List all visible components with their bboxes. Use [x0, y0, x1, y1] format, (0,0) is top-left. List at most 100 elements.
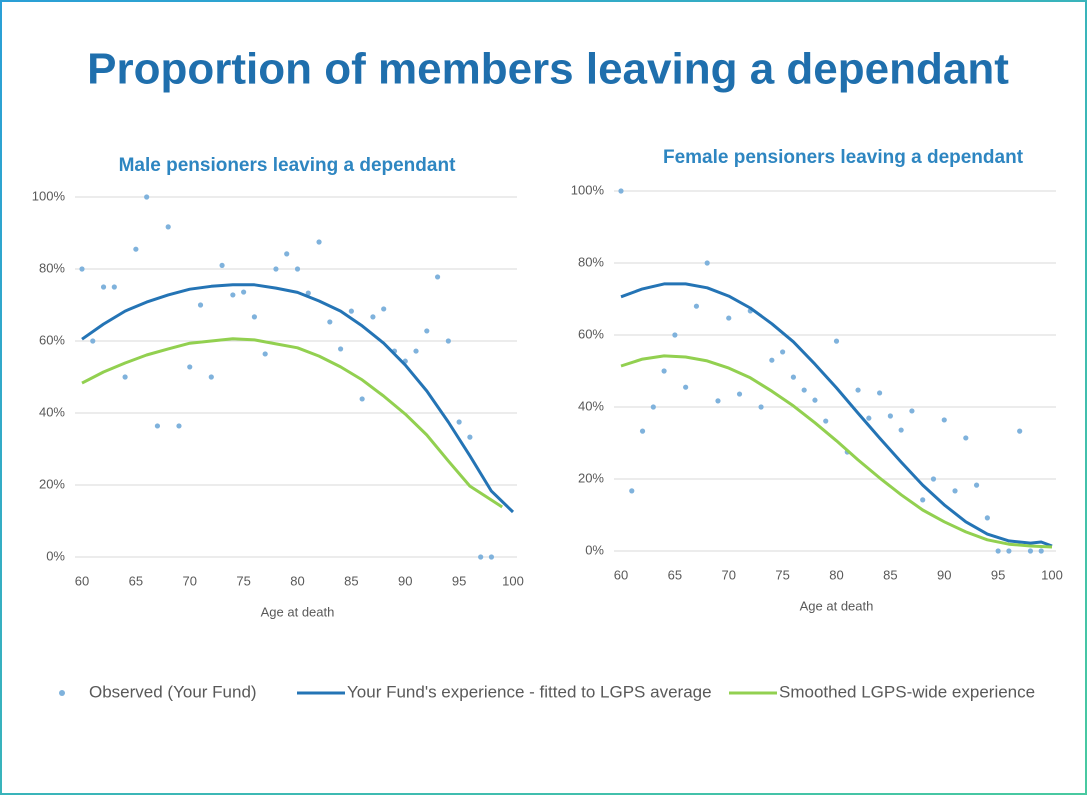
fitted-line [620, 354, 1053, 549]
x-tick-label: 70 [183, 573, 197, 588]
y-tick-label: 40% [578, 398, 604, 413]
y-tick-label: 80% [578, 254, 604, 269]
observed-point [424, 328, 430, 334]
x-tick-label: 65 [668, 567, 682, 582]
observed-point [111, 284, 117, 290]
observed-point [478, 554, 484, 560]
fitted-line [81, 337, 504, 509]
observed-point [262, 351, 268, 357]
observed-point [877, 390, 883, 396]
observed-point [941, 417, 947, 423]
x-tick-label: 100 [502, 573, 524, 588]
y-tick-label: 100% [32, 188, 66, 203]
observed-point [650, 404, 656, 410]
observed-point [984, 515, 990, 521]
x-tick-label: 85 [883, 567, 897, 582]
observed-point [661, 368, 667, 374]
y-tick-label: 20% [578, 470, 604, 485]
observed-point [434, 274, 441, 280]
observed-point [704, 260, 710, 266]
y-tick-label: 20% [39, 476, 65, 491]
observed-point [672, 332, 678, 338]
observed-point [887, 413, 893, 419]
observed-point [833, 338, 840, 344]
observed-point [995, 548, 1001, 554]
observed-point [241, 289, 247, 295]
x-tick-label: 90 [398, 573, 412, 588]
observed-point [930, 476, 937, 482]
observed-point [898, 427, 904, 433]
observed-point [251, 314, 257, 320]
observed-point [294, 266, 301, 272]
legend-label: Smoothed LGPS-wide experience [779, 682, 1035, 701]
x-axis-label: Age at death [800, 598, 874, 613]
chart-title: Female pensioners leaving a dependant [663, 147, 1024, 168]
y-tick-label: 60% [578, 326, 604, 341]
observed-point [693, 303, 700, 309]
x-tick-label: 80 [290, 573, 304, 588]
observed-point [1017, 428, 1023, 434]
observed-point [963, 435, 969, 441]
x-tick-label: 90 [937, 567, 951, 582]
observed-point [790, 374, 797, 380]
observed-point [273, 266, 279, 272]
observed-point [467, 434, 473, 440]
x-tick-label: 65 [129, 573, 143, 588]
observed-point [219, 262, 225, 268]
observed-point [1027, 548, 1034, 554]
x-tick-label: 75 [236, 573, 250, 588]
observed-point [327, 319, 333, 325]
observed-point [187, 364, 193, 370]
observed-point [920, 497, 926, 503]
observed-point [381, 306, 387, 312]
observed-point [348, 308, 354, 314]
observed-point [801, 387, 807, 393]
observed-point [305, 290, 311, 296]
fitted-line [620, 282, 1053, 548]
observed-point [79, 266, 85, 272]
observed-point [230, 292, 236, 298]
observed-point [176, 423, 182, 429]
observed-point [866, 415, 872, 421]
observed-point [780, 349, 786, 355]
x-tick-label: 80 [829, 567, 843, 582]
observed-point [165, 224, 171, 230]
x-tick-label: 95 [991, 567, 1005, 582]
x-tick-label: 75 [775, 567, 789, 582]
observed-point [1038, 548, 1044, 554]
observed-point [316, 239, 322, 245]
x-tick-label: 85 [344, 573, 358, 588]
chart-title: Male pensioners leaving a dependant [119, 155, 456, 176]
observed-point [618, 188, 624, 194]
legend-label: Observed (Your Fund) [89, 682, 257, 701]
legend-label: Your Fund's experience - fitted to LGPS … [347, 682, 712, 701]
observed-point [639, 428, 646, 434]
x-tick-label: 60 [75, 573, 89, 588]
observed-point [758, 404, 764, 410]
x-tick-label: 70 [722, 567, 736, 582]
observed-point [456, 419, 462, 425]
observed-point [370, 314, 376, 320]
observed-point [736, 391, 743, 397]
observed-point [973, 482, 980, 488]
observed-point [715, 398, 721, 404]
x-tick-label: 60 [614, 567, 628, 582]
observed-point [823, 418, 829, 424]
observed-point [855, 387, 861, 393]
observed-point [909, 408, 915, 414]
observed-point [1006, 548, 1012, 554]
y-tick-label: 60% [39, 332, 65, 347]
legend-swatch [59, 690, 65, 696]
observed-point [629, 488, 635, 494]
x-tick-label: 100 [1041, 567, 1063, 582]
y-tick-label: 0% [585, 542, 604, 557]
observed-point [445, 338, 451, 344]
observed-point [338, 346, 344, 352]
y-tick-label: 0% [46, 548, 65, 563]
fitted-line [81, 283, 515, 514]
y-tick-label: 40% [39, 404, 65, 419]
observed-point [133, 246, 139, 252]
observed-point [154, 423, 161, 429]
